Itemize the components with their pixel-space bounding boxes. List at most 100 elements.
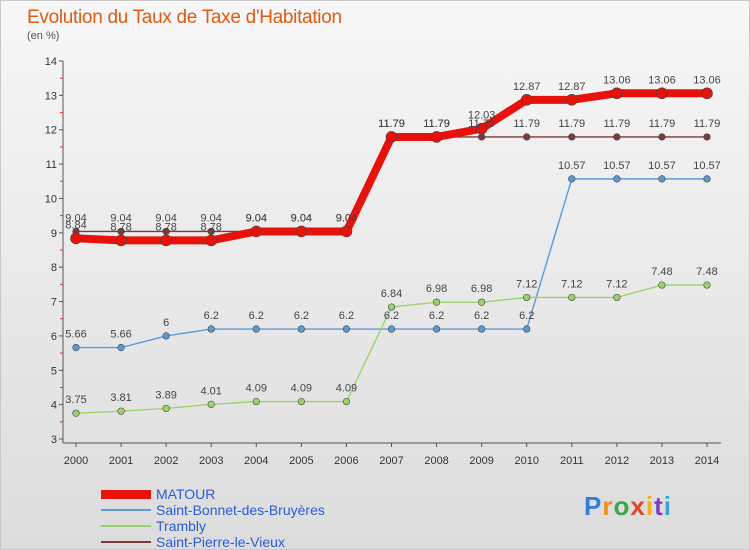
series-matour-point [340, 225, 353, 238]
series-saint-pierre-point [478, 133, 486, 141]
y-tick-label: 9 [51, 228, 57, 240]
y-tick-label: 7 [51, 297, 57, 309]
legend-swatch [101, 525, 151, 527]
series-trambly-data-label: 6.98 [426, 283, 447, 295]
series-trambly-point [387, 303, 396, 311]
x-tick-label: 2012 [605, 455, 629, 467]
legend-label: MATOUR [156, 486, 216, 502]
series-saint-bonnet-data-label: 6.2 [519, 310, 534, 322]
series-saint-bonnet-point [72, 343, 80, 352]
series-saint-bonnet-data-label: 6.2 [204, 310, 219, 322]
series-matour-data-label: 11.79 [423, 118, 450, 130]
series-matour-point [385, 131, 398, 143]
series-saint-pierre-data-label: 9.04 [155, 212, 176, 224]
series-matour-point [70, 232, 82, 245]
x-tick-label: 2014 [695, 455, 719, 467]
series-saint-bonnet-point [613, 175, 621, 183]
series-saint-pierre-data-label: 11.79 [468, 118, 495, 130]
series-trambly-point [523, 293, 531, 302]
y-tick-label: 8 [51, 262, 57, 274]
x-tick-label: 2001 [109, 455, 133, 467]
series-trambly-data-label: 7.48 [696, 266, 717, 278]
series-trambly-data-label: 7.12 [561, 278, 582, 290]
series-trambly-data-label: 3.89 [155, 389, 176, 401]
series-saint-bonnet-data-label: 10.57 [693, 160, 721, 172]
series-trambly-data-label: 4.09 [291, 383, 312, 395]
series-saint-pierre-point [613, 133, 621, 141]
series-trambly-point [703, 281, 711, 289]
x-tick-label: 2002 [154, 455, 178, 467]
series-saint-pierre-data-label: 11.79 [558, 118, 585, 130]
series-saint-bonnet-point [342, 325, 351, 333]
series-matour-point [520, 94, 533, 106]
series-trambly-point [252, 397, 260, 406]
series-trambly-point [342, 397, 351, 406]
series-matour-point [656, 87, 668, 100]
y-tick-label: 13 [45, 90, 57, 102]
series-saint-bonnet-data-label: 10.57 [558, 160, 586, 172]
series-matour-point [205, 234, 218, 247]
series-trambly-point [297, 397, 305, 406]
series-matour-data-label: 12.87 [558, 81, 586, 93]
x-tick-label: 2006 [334, 455, 358, 467]
series-matour-data-label: 8.84 [65, 219, 86, 231]
series-saint-pierre-data-label: 9.04 [246, 212, 267, 224]
series-saint-bonnet-data-label: 6.2 [249, 310, 264, 322]
series-trambly-point [613, 293, 621, 302]
series-saint-bonnet-point [297, 325, 305, 333]
y-tick-label: 6 [51, 331, 57, 343]
x-tick-label: 2005 [289, 455, 313, 467]
series-matour-data-label: 9.04 [291, 212, 312, 224]
series-matour-data-label: 11.79 [378, 118, 405, 130]
y-tick-label: 10 [45, 193, 57, 205]
series-saint-pierre-data-label: 9.04 [201, 212, 222, 224]
y-tick-label: 14 [45, 56, 57, 68]
x-tick-label: 2013 [650, 455, 674, 467]
legend-label: Saint-Bonnet-des-Bruyères [156, 502, 325, 518]
series-saint-bonnet-point [117, 343, 125, 352]
series-trambly-data-label: 4.01 [201, 385, 222, 397]
series-trambly-data-label: 7.12 [516, 278, 537, 290]
series-matour-data-label: 8.78 [201, 221, 222, 233]
series-matour-point [565, 94, 578, 106]
y-tick-label: 11 [46, 159, 57, 171]
series-trambly-point [207, 400, 215, 408]
series-trambly-point [478, 298, 486, 306]
series-matour-data-label: 13.06 [693, 74, 721, 86]
series-saint-bonnet-point [387, 325, 396, 333]
series-saint-bonnet-point [658, 175, 666, 183]
series-matour-data-label: 9.04 [336, 212, 357, 224]
x-tick-label: 2011 [560, 455, 584, 467]
series-saint-bonnet-point [252, 325, 260, 333]
series-matour-data-label: 9.04 [246, 212, 267, 224]
series-saint-pierre-data-label: 9.04 [65, 212, 86, 224]
series-trambly-data-label: 6.98 [471, 283, 492, 295]
series-matour-point [430, 131, 443, 143]
series-saint-bonnet-data-label: 10.57 [603, 160, 631, 172]
series-saint-bonnet-data-label: 6.2 [339, 310, 354, 322]
x-tick-label: 2003 [199, 455, 223, 467]
series-saint-pierre-data-label: 11.79 [649, 118, 676, 130]
series-saint-pierre-point [568, 133, 576, 141]
series-trambly-data-label: 4.09 [246, 383, 267, 395]
series-saint-bonnet-data-label: 6 [163, 317, 169, 329]
legend-swatch [101, 489, 151, 499]
series-saint-pierre-point [658, 133, 666, 141]
series-saint-bonnet-point [568, 175, 576, 183]
y-tick-label: 12 [45, 125, 57, 137]
series-saint-bonnet-point [207, 325, 215, 333]
series-matour-point [160, 234, 172, 247]
series-matour-point [475, 122, 488, 135]
series-saint-pierre-data-label: 9.04 [291, 212, 312, 224]
series-trambly-data-label: 7.12 [606, 278, 627, 290]
x-tick-label: 2000 [64, 455, 88, 467]
series-saint-pierre-data-label: 9.04 [336, 212, 357, 224]
series-saint-bonnet-data-label: 5.66 [65, 329, 86, 341]
series-saint-bonnet-point [162, 332, 170, 340]
y-tick-label: 5 [51, 365, 57, 377]
series-saint-pierre-data-label: 11.79 [378, 118, 405, 130]
series-saint-bonnet-data-label: 6.2 [384, 310, 399, 322]
series-trambly-data-label: 6.84 [381, 288, 402, 300]
